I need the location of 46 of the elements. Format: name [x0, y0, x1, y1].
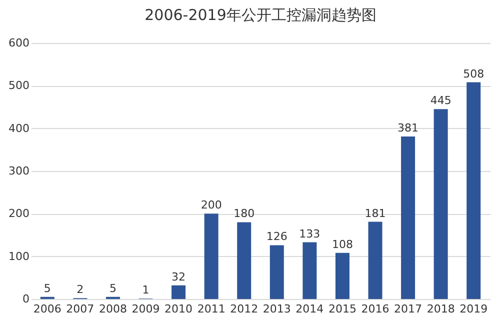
- x-tick-label: 2014: [296, 302, 324, 316]
- data-label: 5: [109, 282, 116, 295]
- y-tick-label: 300: [8, 164, 30, 178]
- bar: [237, 222, 252, 299]
- data-label: 2: [76, 283, 84, 296]
- bar: [368, 222, 382, 299]
- x-tick-label: 2019: [460, 302, 488, 316]
- y-tick-label: 100: [8, 250, 30, 263]
- x-tick-label: 2017: [394, 302, 422, 316]
- data-label: 200: [200, 198, 222, 212]
- y-tick-label: 0: [22, 292, 30, 306]
- x-tick-label: 2018: [426, 302, 455, 316]
- x-tick-label: 2006: [33, 302, 62, 316]
- data-label: 381: [398, 121, 419, 134]
- bar: [401, 136, 416, 299]
- data-label: 1: [142, 284, 150, 297]
- data-label: 181: [364, 206, 386, 220]
- y-tick-label: 400: [8, 122, 30, 135]
- y-tick-label: 600: [8, 36, 30, 50]
- y-tick-label: 500: [8, 79, 30, 92]
- x-tick-label: 2012: [230, 302, 258, 316]
- x-tick-label: 2007: [66, 302, 94, 316]
- data-label: 108: [332, 238, 353, 251]
- x-tick-label: 2016: [361, 302, 390, 316]
- bar: [302, 242, 317, 299]
- x-tick-label: 2010: [164, 302, 193, 316]
- data-label: 508: [463, 67, 484, 80]
- data-label: 445: [430, 94, 452, 108]
- bar: [204, 214, 218, 299]
- x-tick-label: 2013: [262, 302, 291, 316]
- x-tick-label: 2008: [98, 302, 127, 316]
- data-label: 5: [44, 282, 51, 295]
- bar: [434, 109, 448, 299]
- bar: [172, 285, 186, 299]
- data-label: 32: [172, 270, 186, 284]
- data-label: 133: [299, 227, 320, 240]
- bar: [335, 252, 350, 299]
- x-tick-label: 2015: [328, 302, 356, 316]
- x-tick-label: 2009: [132, 302, 160, 316]
- data-label: 126: [266, 230, 288, 244]
- chart-title: 2006-2019年公开工控漏洞趋势图: [144, 6, 376, 24]
- bar: [466, 82, 481, 299]
- y-tick-label: 200: [8, 207, 30, 220]
- x-tick-label: 2011: [197, 302, 226, 316]
- data-label: 180: [234, 207, 255, 220]
- bar: [270, 245, 284, 299]
